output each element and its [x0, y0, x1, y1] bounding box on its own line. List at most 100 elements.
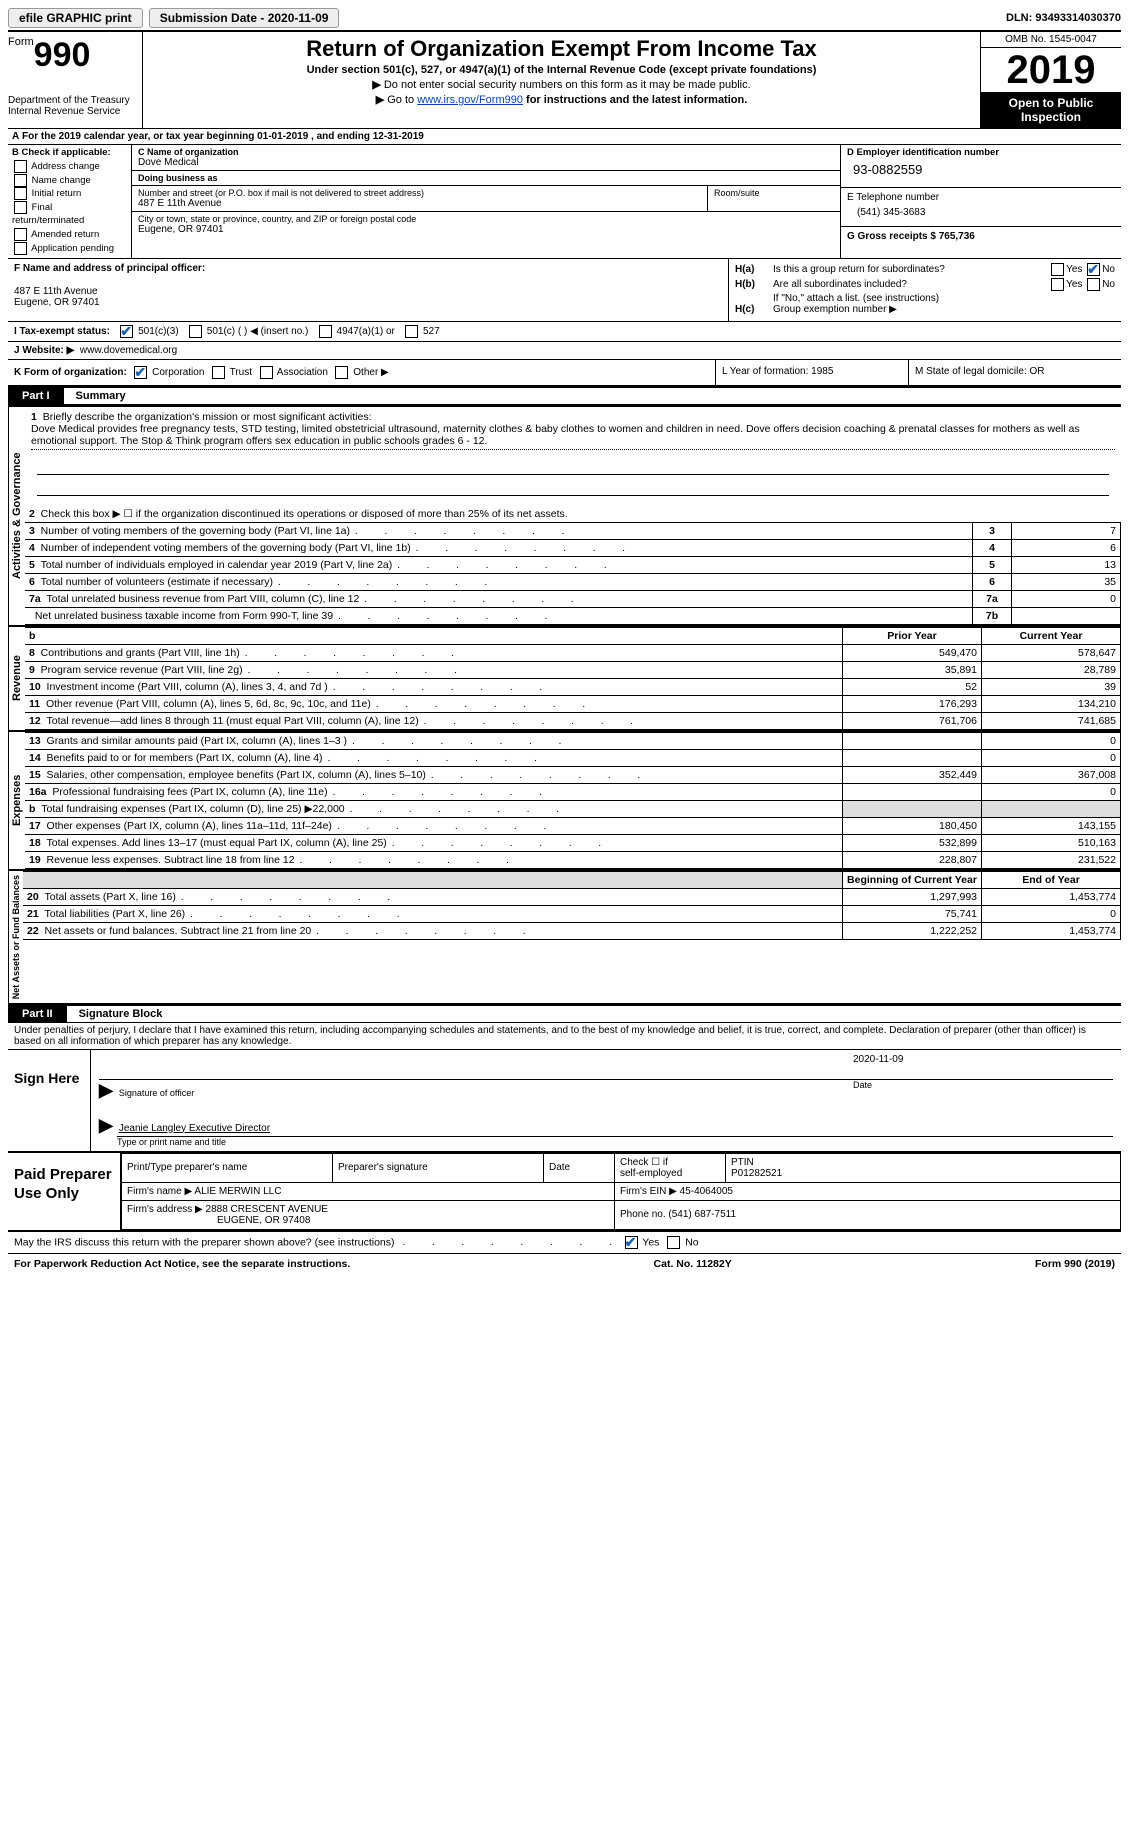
addr-label: Firm's address ▶ — [127, 1204, 203, 1215]
dba-label: Doing business as — [138, 173, 834, 183]
form-header: Form990 Department of the Treasury Inter… — [8, 30, 1121, 129]
f-addr1: 487 E 11th Avenue — [14, 286, 722, 297]
boxb-checkbox[interactable] — [14, 228, 27, 241]
table-row: 7a Total unrelated business revenue from… — [25, 590, 1121, 607]
opt-501c3: 501(c)(3) — [138, 326, 179, 337]
prep-h4a: Check ☐ if — [620, 1157, 668, 1168]
row-k: K Form of organization: Corporation Trus… — [8, 360, 716, 385]
opt-527: 527 — [423, 326, 440, 337]
g-text: G Gross receipts $ 765,736 — [847, 231, 975, 242]
table-row: 15 Salaries, other compensation, employe… — [25, 766, 1121, 783]
trust-checkbox[interactable] — [212, 366, 225, 379]
501c3-checkbox[interactable] — [120, 325, 133, 338]
boxb-option: Initial return — [12, 187, 127, 201]
other-checkbox[interactable] — [335, 366, 348, 379]
table-row: 3 Number of voting members of the govern… — [25, 522, 1121, 539]
form-number: 990 — [34, 36, 91, 74]
sign-here-label: Sign Here — [8, 1050, 91, 1151]
boxb-option: Application pending — [12, 242, 127, 256]
box-b-title: B Check if applicable: — [12, 147, 127, 160]
firm-name: ALIE MERWIN LLC — [194, 1186, 281, 1197]
opt-trust: Trust — [230, 367, 252, 378]
boxb-checkbox[interactable] — [14, 160, 27, 173]
table-row: 18 Total expenses. Add lines 13–17 (must… — [25, 834, 1121, 851]
e-label: E Telephone number — [847, 192, 1115, 203]
g-label: G Gross receipts $ 765,736 — [841, 227, 1121, 246]
discuss-no-checkbox[interactable] — [667, 1236, 680, 1249]
officer-name: Jeanie Langley Executive Director — [119, 1123, 270, 1134]
part1-title: Summary — [64, 390, 126, 402]
row-i: I Tax-exempt status: 501(c)(3) 501(c) ( … — [8, 322, 1121, 342]
boxb-checkbox[interactable] — [14, 201, 27, 214]
preparer-left-label: Paid Preparer Use Only — [8, 1153, 121, 1230]
hb-no-checkbox[interactable] — [1087, 278, 1100, 291]
firm-ein-label: Firm's EIN ▶ — [620, 1186, 677, 1197]
ha-no: No — [1102, 264, 1115, 275]
prep-h4b: self-employed — [620, 1168, 682, 1179]
boxb-checkbox[interactable] — [14, 187, 27, 200]
firm-label: Firm's name ▶ — [127, 1186, 192, 1197]
boxb-option: Name change — [12, 174, 127, 188]
hb-yes: Yes — [1066, 279, 1082, 290]
footer-left: For Paperwork Reduction Act Notice, see … — [14, 1258, 350, 1270]
firm-phone: (541) 687-7511 — [668, 1209, 736, 1220]
submission-date-button[interactable]: Submission Date - 2020-11-09 — [149, 8, 340, 28]
table-row: 19 Revenue less expenses. Subtract line … — [25, 851, 1121, 868]
expense-section: Expenses 13 Grants and similar amounts p… — [8, 730, 1121, 869]
hb-text: Are all subordinates included? — [773, 279, 1049, 290]
bottom-bar: For Paperwork Reduction Act Notice, see … — [8, 1254, 1121, 1274]
sub3-pre: Go to — [387, 94, 417, 106]
527-checkbox[interactable] — [405, 325, 418, 338]
subtitle-2: ▶ Do not enter social security numbers o… — [149, 78, 974, 91]
assoc-checkbox[interactable] — [260, 366, 273, 379]
street-value: 487 E 11th Avenue — [138, 198, 701, 209]
table-row: 17 Other expenses (Part IX, column (A), … — [25, 817, 1121, 834]
ha-yes-checkbox[interactable] — [1051, 263, 1064, 276]
501c-checkbox[interactable] — [189, 325, 202, 338]
f-label: F Name and address of principal officer: — [14, 263, 722, 274]
footer-mid: Cat. No. 11282Y — [654, 1258, 732, 1270]
boxb-checkbox[interactable] — [14, 174, 27, 187]
row-i-label: I Tax-exempt status: — [14, 326, 110, 337]
discuss-yes: Yes — [642, 1236, 659, 1248]
org-name: Dove Medical — [138, 157, 834, 168]
table-row: 13 Grants and similar amounts paid (Part… — [25, 732, 1121, 749]
dln-label: DLN: 93493314030370 — [1006, 12, 1121, 24]
ha-no-checkbox[interactable] — [1087, 263, 1100, 276]
boxb-option: Final return/terminated — [12, 201, 127, 228]
preparer-table: Print/Type preparer's name Preparer's si… — [121, 1153, 1121, 1230]
row-a-text: For the 2019 calendar year, or tax year … — [22, 131, 424, 142]
discuss-yes-checkbox[interactable] — [625, 1236, 638, 1249]
table-row: 16a Professional fundraising fees (Part … — [25, 783, 1121, 800]
efile-print-button[interactable]: efile GRAPHIC print — [8, 8, 143, 28]
hb-yes-checkbox[interactable] — [1051, 278, 1064, 291]
opt-corp: Corporation — [152, 367, 204, 378]
table-row: 6 Total number of volunteers (estimate i… — [25, 573, 1121, 590]
table-row: 22 Net assets or fund balances. Subtract… — [23, 922, 1121, 939]
c-name-label: C Name of organization — [138, 147, 834, 157]
main-title: Return of Organization Exempt From Incom… — [149, 36, 974, 62]
vlabel-gov: Activities & Governance — [8, 407, 25, 625]
mission-text: Dove Medical provides free pregnancy tes… — [31, 423, 1115, 450]
revenue-section: Revenue bPrior YearCurrent Year8 Contrib… — [8, 625, 1121, 730]
header-mid: Return of Organization Exempt From Incom… — [143, 32, 980, 128]
date-label: Date — [853, 1080, 1113, 1101]
form-word: Form — [8, 36, 34, 48]
prep-h5: PTIN — [731, 1157, 754, 1168]
sig-arrow-icon: ▶ — [99, 1115, 113, 1135]
boxb-checkbox[interactable] — [14, 242, 27, 255]
corp-checkbox[interactable] — [134, 366, 147, 379]
table-row: 5 Total number of individuals employed i… — [25, 556, 1121, 573]
part2-tab: Part II — [8, 1006, 67, 1022]
netassets-section: Net Assets or Fund Balances Beginning of… — [8, 869, 1121, 1005]
vlabel-rev: Revenue — [8, 627, 25, 730]
header-left: Form990 Department of the Treasury Inter… — [8, 32, 143, 128]
row-a-taxyear: A For the 2019 calendar year, or tax yea… — [8, 129, 1121, 145]
discuss-no: No — [685, 1236, 698, 1248]
table-row: 12 Total revenue—add lines 8 through 11 … — [25, 712, 1121, 729]
form990-link[interactable]: www.irs.gov/Form990 — [417, 94, 523, 106]
4947-checkbox[interactable] — [319, 325, 332, 338]
dots — [397, 1236, 613, 1248]
website-link[interactable]: www.dovemedical.org — [80, 345, 177, 356]
footer-right: Form 990 (2019) — [1035, 1258, 1115, 1270]
